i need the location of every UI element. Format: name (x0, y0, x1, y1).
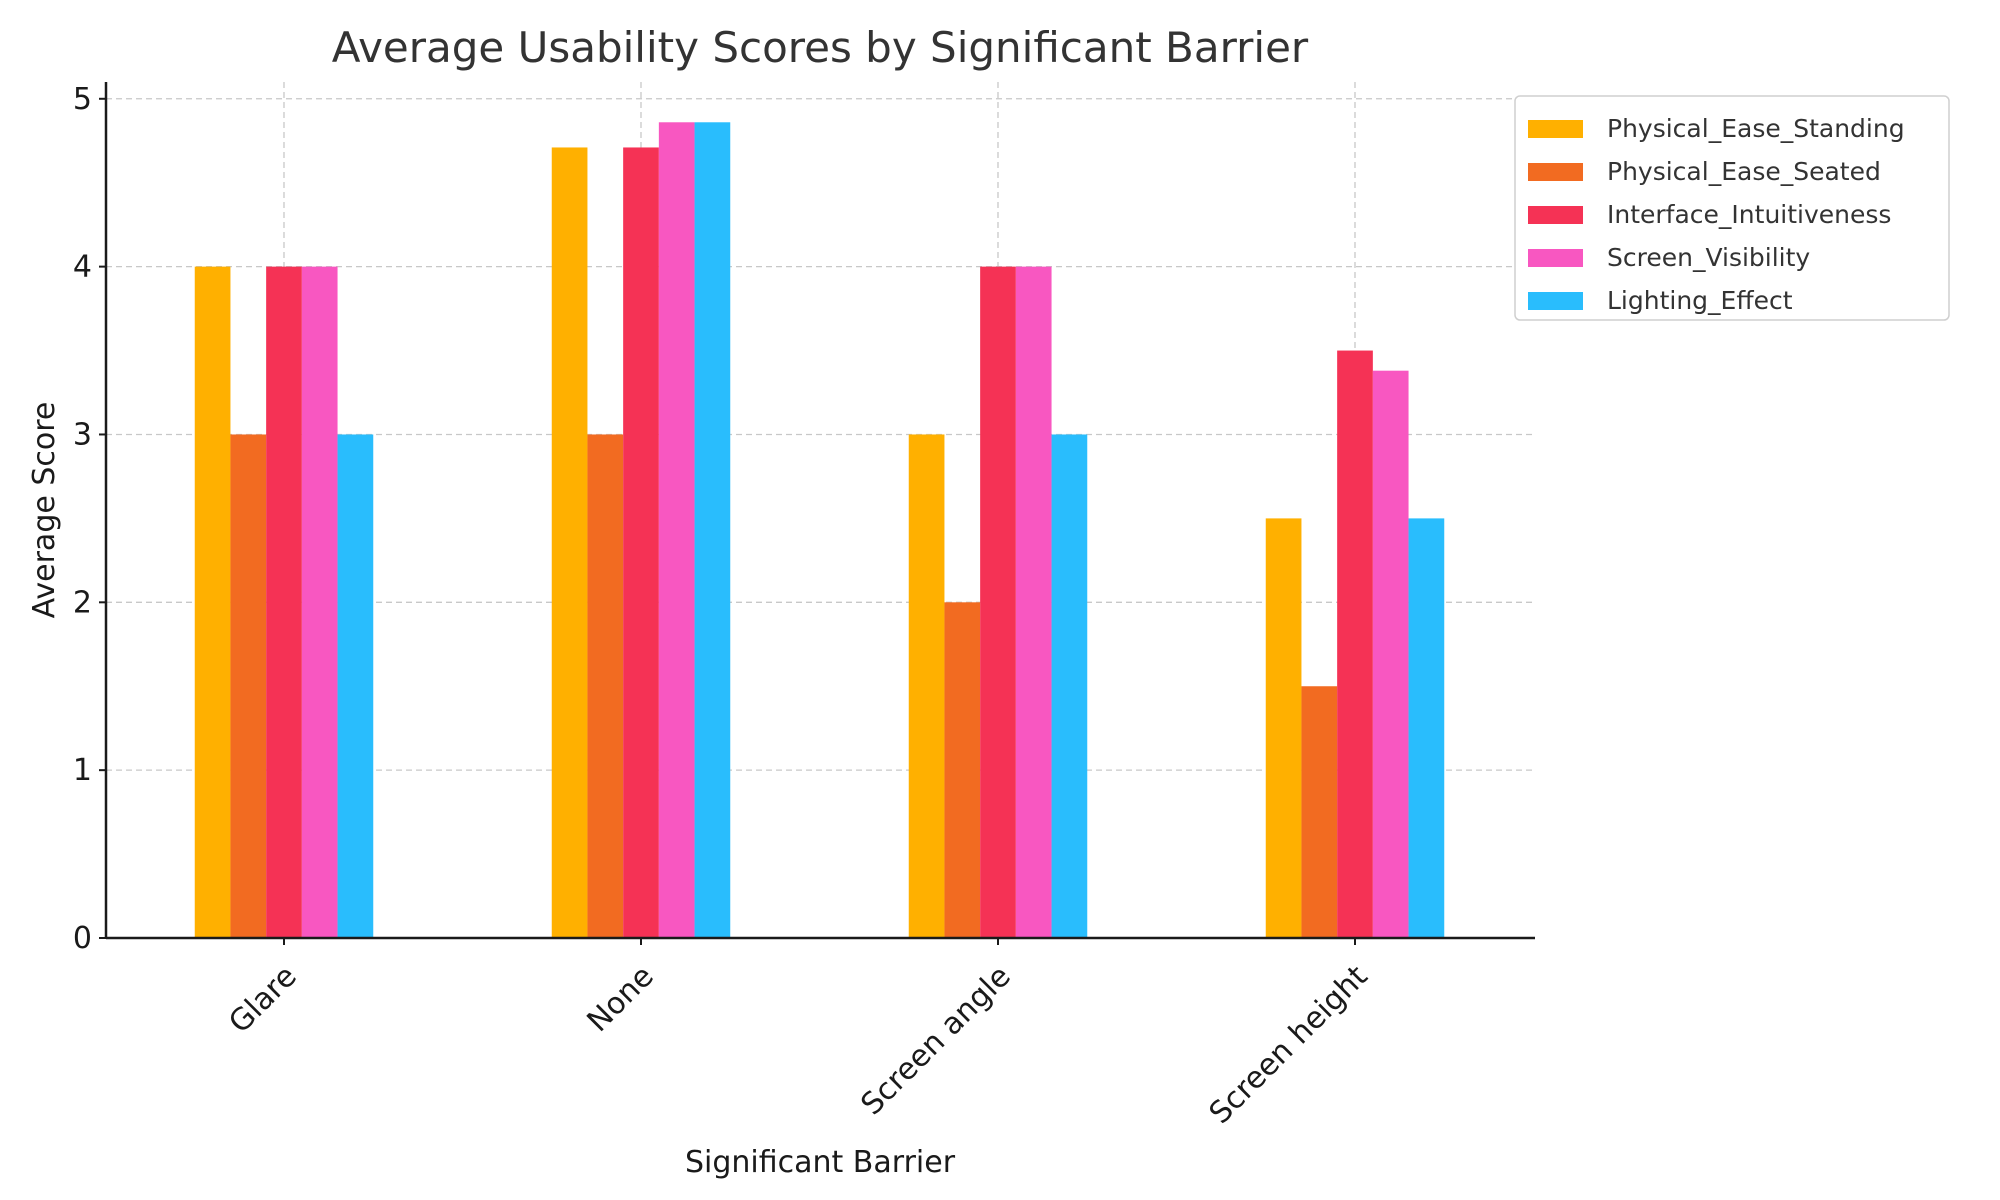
x-tick-label: Screen height (1203, 959, 1375, 1131)
y-tick-label: 5 (73, 82, 92, 117)
bar (908, 434, 945, 938)
legend-label: Physical_Ease_Standing (1607, 114, 1905, 143)
bar (1301, 686, 1338, 938)
x-tick-label: None (581, 959, 661, 1039)
legend-swatch (1528, 163, 1583, 181)
bar (551, 147, 588, 938)
y-tick-label: 4 (73, 250, 92, 285)
bar (587, 434, 624, 938)
x-tick-label: Glare (222, 959, 303, 1040)
bar (301, 266, 338, 938)
bar (658, 122, 695, 938)
bar (1015, 266, 1052, 938)
bar (266, 266, 302, 938)
bar (944, 602, 981, 938)
x-axis-label: Significant Barrier (685, 1145, 956, 1180)
y-tick-label: 2 (73, 585, 92, 620)
legend-label: Lighting_Effect (1607, 286, 1793, 315)
bars (194, 122, 1445, 938)
legend-swatch (1528, 249, 1583, 267)
y-tick-label: 0 (73, 921, 92, 956)
bar (1265, 518, 1302, 938)
chart-title: Average Usability Scores by Significant … (332, 23, 1309, 72)
bar (194, 266, 231, 938)
x-tick-label: Screen angle (854, 959, 1017, 1122)
bar (623, 147, 659, 938)
bar (1408, 518, 1445, 938)
bar (1372, 370, 1409, 938)
legend-label: Interface_Intuitiveness (1607, 200, 1891, 229)
bar (694, 122, 731, 938)
y-tick-label: 1 (73, 753, 92, 788)
bar (1051, 434, 1088, 938)
bar (230, 434, 267, 938)
legend-swatch (1528, 206, 1583, 224)
y-tick-label: 3 (73, 417, 92, 452)
legend: Physical_Ease_Standing Physical_Ease_Seat… (1514, 95, 1950, 321)
legend-label: Physical_Ease_Seated (1607, 157, 1881, 186)
legend-swatch (1528, 292, 1583, 310)
bar (1337, 350, 1373, 938)
legend-label: Screen_Visibility (1607, 243, 1810, 272)
y-axis-label: Average Score (27, 402, 62, 619)
bar (980, 266, 1016, 938)
legend-swatch (1528, 120, 1583, 138)
legend-box (1514, 95, 1950, 321)
bar (337, 434, 374, 938)
